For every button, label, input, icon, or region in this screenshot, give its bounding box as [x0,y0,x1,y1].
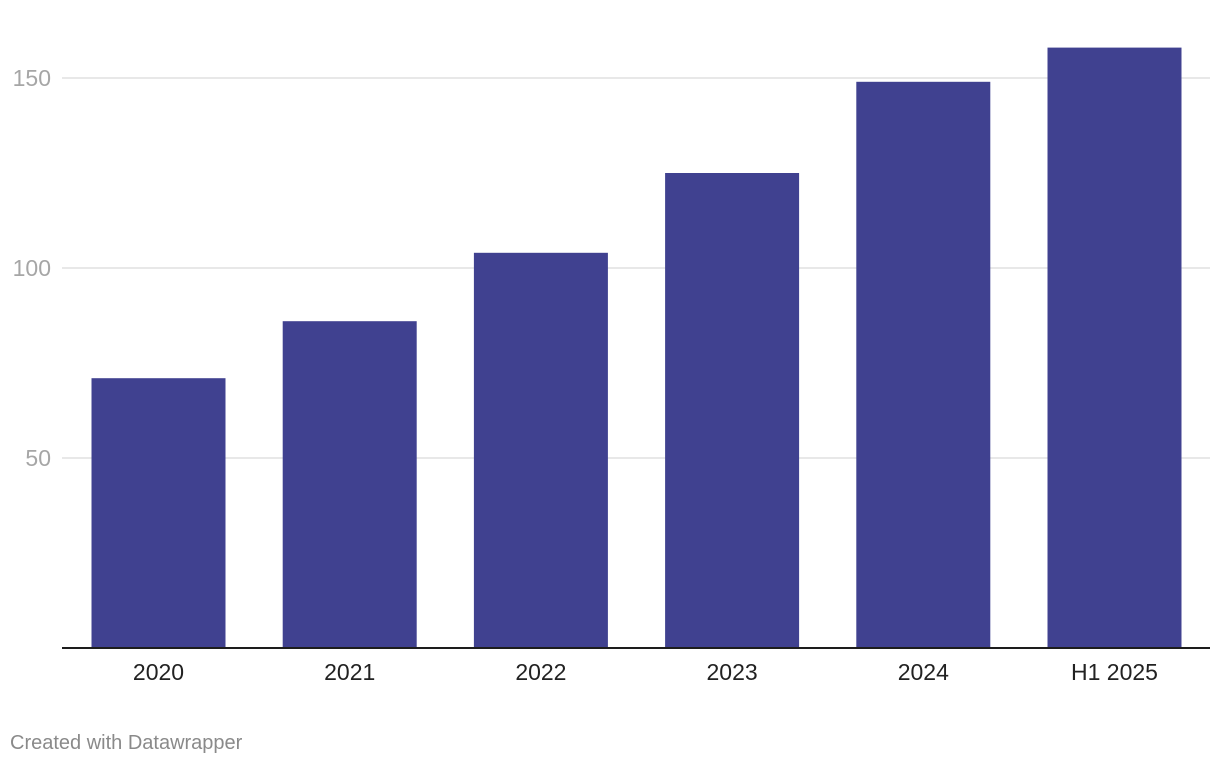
x-tick-label: 2021 [324,659,375,685]
y-tick-label: 150 [13,65,51,91]
credit-text: Created with Datawrapper [10,732,243,754]
y-tick-label: 100 [13,255,51,281]
x-tick-label: 2023 [707,659,758,685]
gridlines [62,77,1210,459]
x-tick-label: 2020 [133,659,184,685]
bar-2020 [91,378,226,648]
bar-2022 [473,252,608,649]
y-axis-tick-labels: 50 100 150 [13,65,51,471]
bar-chart: 50 100 150 2020 2021 2022 2023 2024 H1 2025 [13,47,1210,685]
x-tick-label: 2022 [515,659,566,685]
y-tick-label: 50 [25,445,51,471]
x-axis-tick-labels: 2020 2021 2022 2023 2024 H1 2025 [133,659,1158,685]
bar-2024 [856,81,991,649]
bar-h1-2025 [1047,47,1182,649]
bar-2021 [282,321,417,648]
x-tick-label: H1 2025 [1071,659,1158,685]
bars [91,47,1182,649]
chart-canvas: 50 100 150 2020 2021 2022 2023 2024 H1 2025 [13,47,1210,685]
bar-2023 [665,173,800,648]
x-tick-label: 2024 [898,659,949,685]
